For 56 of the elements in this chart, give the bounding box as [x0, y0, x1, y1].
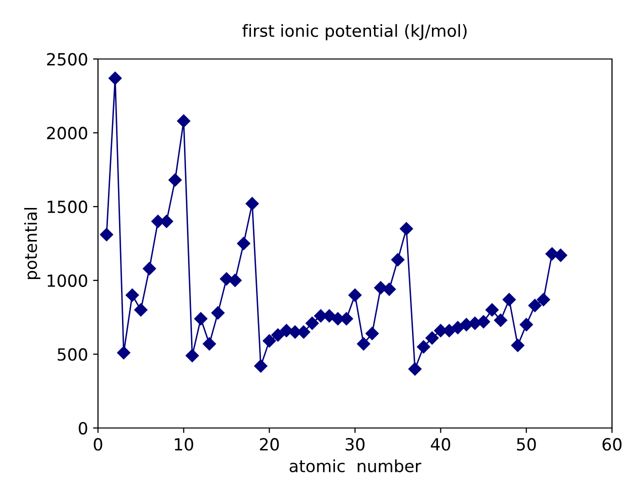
point [408, 362, 422, 376]
point [391, 253, 404, 266]
point [262, 334, 276, 348]
point [254, 359, 268, 373]
point [536, 293, 550, 306]
point [476, 315, 490, 328]
point [194, 312, 208, 326]
point [348, 288, 362, 302]
point [306, 316, 319, 330]
point [416, 340, 430, 354]
point [554, 248, 568, 262]
point [451, 321, 464, 334]
x-tick-label: 30 [346, 438, 364, 451]
chart-title: first ionic potential (kJ/mol) [242, 24, 467, 40]
x-tick-label: 50 [517, 438, 536, 451]
point [100, 228, 114, 242]
point [494, 314, 508, 327]
point [520, 318, 533, 332]
x-tick-label: 0 [94, 438, 102, 451]
y-tick-label: 0 [78, 422, 88, 435]
y-tick-label: 500 [58, 348, 88, 361]
point [177, 114, 190, 128]
point [502, 293, 516, 306]
point [356, 337, 370, 350]
point [211, 306, 225, 320]
point [400, 222, 413, 236]
x-tick-label: 20 [260, 438, 279, 451]
point [228, 274, 242, 287]
point [142, 262, 156, 276]
point [382, 282, 396, 296]
x-tick-label: 40 [430, 438, 450, 451]
point [108, 72, 122, 85]
point [168, 173, 182, 187]
point [246, 197, 259, 210]
point [186, 349, 199, 362]
point [117, 346, 130, 360]
point [237, 236, 250, 250]
point [271, 328, 284, 342]
y-axis-title: potential [24, 208, 40, 280]
point [426, 331, 439, 345]
point [134, 303, 148, 317]
y-tick-label: 1500 [48, 200, 88, 214]
point [297, 325, 310, 339]
x-axis-title: atomic number [290, 459, 422, 472]
point [528, 298, 542, 312]
point [202, 337, 216, 350]
x-tick-label: 60 [602, 438, 622, 451]
y-tick-label: 2000 [47, 126, 88, 140]
point [442, 324, 456, 338]
point [126, 288, 139, 302]
point [366, 326, 379, 340]
point [485, 303, 499, 317]
y-tick-label: 1000 [48, 274, 88, 287]
y-tick-label: 2500 [47, 52, 88, 66]
point [511, 338, 524, 352]
x-tick-label: 10 [174, 438, 194, 451]
